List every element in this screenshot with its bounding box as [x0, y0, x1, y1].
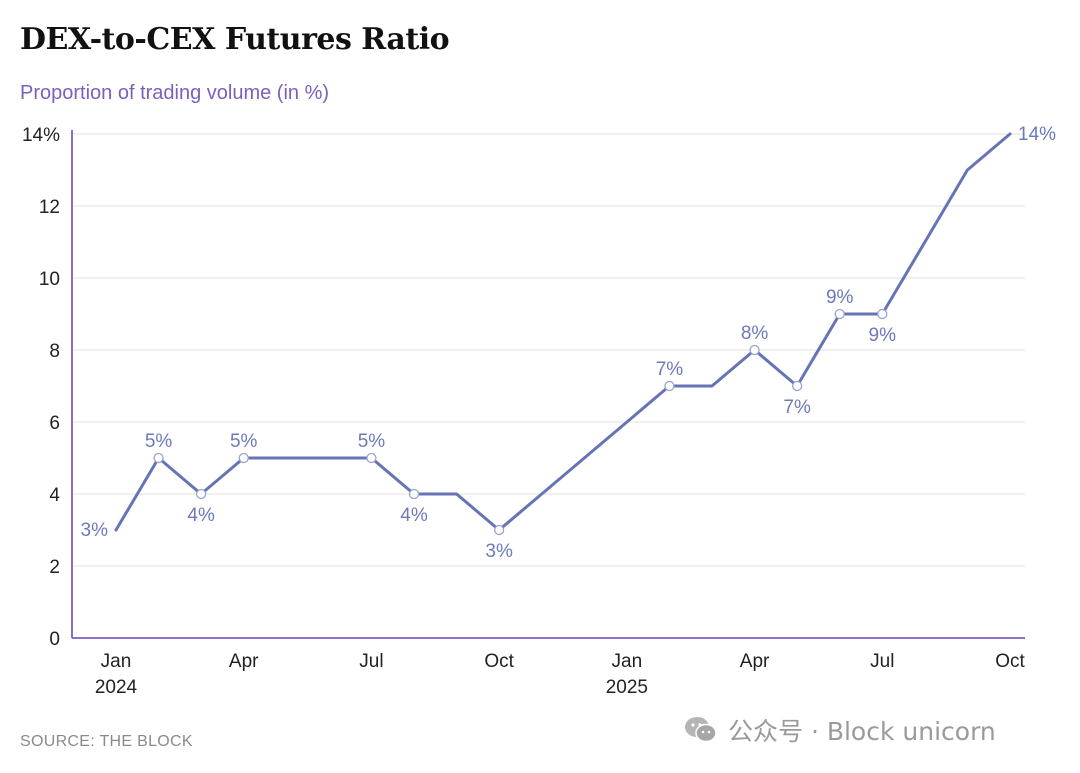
- y-tick-label: 2: [49, 557, 60, 578]
- point-marker: [153, 452, 164, 464]
- point-marker: [791, 380, 803, 392]
- data-label: 8%: [741, 323, 769, 344]
- x-tick-year-label: 2024: [95, 677, 138, 698]
- y-axis-ticks: 0 2 4 6 8 10 12 14%: [22, 125, 60, 650]
- data-label: 5%: [230, 431, 258, 452]
- data-label: 3%: [81, 520, 109, 541]
- y-tick-label: 14%: [22, 125, 60, 146]
- y-tick-label: 0: [49, 629, 60, 650]
- data-label: 5%: [358, 431, 386, 452]
- x-tick-label: Jul: [359, 651, 383, 672]
- grid-lines: [72, 133, 1025, 567]
- data-label: 7%: [783, 397, 811, 418]
- y-tick-label: 6: [49, 413, 60, 434]
- point-marker: [366, 452, 377, 464]
- x-axis-ticks: Jan 2024 Apr Jul Oct Jan 2025 Apr Jul Oct: [95, 651, 1026, 698]
- x-tick-label: Jan: [612, 651, 643, 672]
- point-marker: [408, 488, 420, 500]
- x-tick-label: Jul: [870, 651, 894, 672]
- data-label: 7%: [656, 359, 684, 380]
- source-note: SOURCE: THE BLOCK: [20, 733, 193, 750]
- axes: [71, 130, 1025, 639]
- point-marker: [238, 452, 249, 464]
- data-label: 4%: [187, 505, 215, 526]
- watermark: 公众号 · Block unicorn: [684, 712, 996, 748]
- wechat-icon: [685, 717, 717, 743]
- y-tick-label: 10: [39, 269, 60, 290]
- x-tick-label: Oct: [995, 651, 1025, 672]
- point-markers: [153, 308, 888, 536]
- data-label: 3%: [485, 541, 513, 562]
- x-tick-year-label: 2025: [606, 677, 648, 698]
- x-tick-label: Jan: [101, 651, 132, 672]
- series-line: [114, 132, 1012, 532]
- point-marker: [877, 308, 888, 320]
- chart-title: DEX-to-CEX Futures Ratio: [20, 22, 450, 57]
- series: [114, 132, 1012, 532]
- y-tick-label: 4: [49, 485, 60, 506]
- point-marker: [195, 488, 207, 500]
- x-tick-label: Apr: [229, 651, 259, 672]
- data-label: 9%: [826, 287, 854, 308]
- data-labels: 3% 5% 4% 5% 5% 4% 3% 7% 8% 7% 9% 9% 14%: [81, 124, 1057, 562]
- point-marker: [749, 344, 760, 356]
- y-tick-label: 12: [39, 197, 60, 218]
- x-tick-label: Apr: [740, 651, 770, 672]
- data-label: 9%: [869, 325, 897, 346]
- chart-subtitle: Proportion of trading volume (in %): [20, 82, 330, 104]
- y-tick-label: 8: [49, 341, 60, 362]
- point-marker: [834, 308, 845, 320]
- watermark-text: 公众号 · Block unicorn: [728, 717, 996, 746]
- x-tick-label: Oct: [484, 651, 514, 672]
- data-label: 4%: [400, 505, 428, 526]
- data-label: 5%: [145, 431, 173, 452]
- point-marker: [664, 380, 675, 392]
- point-marker: [493, 524, 505, 536]
- data-label: 14%: [1018, 124, 1056, 145]
